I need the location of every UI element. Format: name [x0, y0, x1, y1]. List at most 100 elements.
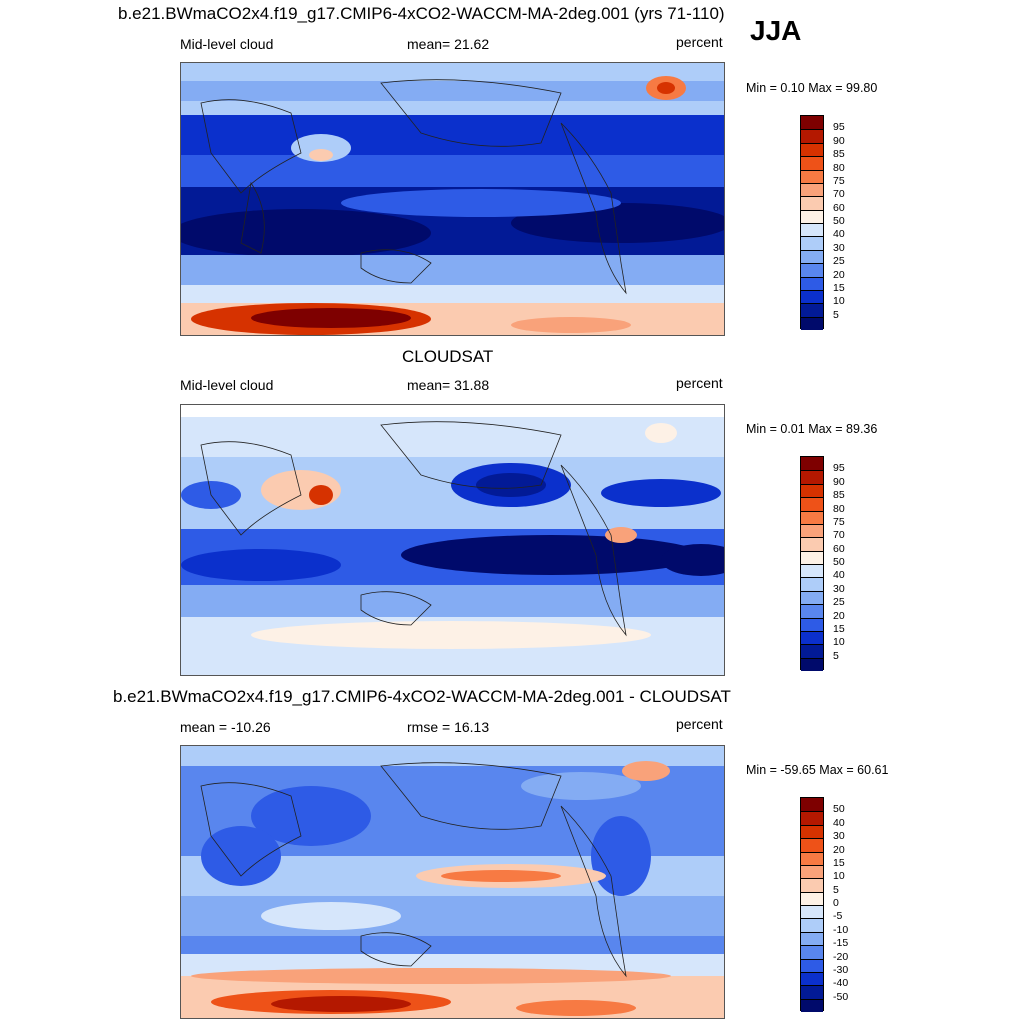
colorbar-swatch: [801, 249, 823, 264]
colorbar-tick-label: 70: [833, 529, 845, 542]
colorbar-swatch: [801, 263, 823, 277]
colorbar-swatch: [801, 798, 823, 812]
colorbar-tick-label: 40: [833, 816, 845, 829]
colorbar-swatch: [801, 657, 823, 671]
panel-obs-mean-label: mean= 31.88: [407, 377, 490, 393]
colorbar-tick-label: 20: [833, 843, 845, 856]
colorbar-swatch: [801, 564, 823, 578]
colorbar-tick-label: -30: [833, 963, 849, 976]
colorbar-swatch: [801, 129, 823, 143]
colorbar-tick-label: 5: [833, 649, 839, 662]
panel-obs-variable-label: Mid-level cloud: [180, 377, 274, 393]
colorbar-tick-label: 80: [833, 502, 845, 515]
colorbar-tick-label: 50: [833, 556, 845, 568]
panel-model-map: [180, 62, 725, 336]
colorbar-tick-label: 90: [833, 134, 845, 147]
colorbar-swatch: [801, 303, 823, 317]
colorbar-tick-label: 50: [833, 803, 845, 816]
colorbar-swatch: [801, 470, 823, 484]
colorbar-tick-label: -10: [833, 923, 849, 936]
colorbar-tick-label: 15: [833, 622, 845, 635]
colorbar-swatch: [801, 985, 823, 999]
colorbar-tick-label: 80: [833, 161, 845, 174]
colorbar-tick-label: -50: [833, 990, 849, 1003]
colorbar-tick-label: 5: [833, 308, 839, 321]
colorbar-swatch: [801, 223, 823, 237]
colorbar-swatch: [801, 998, 823, 1012]
colorbar-swatch: [801, 838, 823, 852]
colorbar-tick-label: 15: [833, 281, 845, 294]
panel-diff-colorbar: [800, 797, 824, 1012]
colorbar-swatch: [801, 864, 823, 879]
colorbar-tick-label: 40: [833, 569, 845, 582]
panel-obs-map: [180, 404, 725, 676]
panel-diff-mean-label: mean = -10.26: [180, 719, 271, 735]
colorbar-tick-label: 5: [833, 883, 839, 896]
colorbar-swatch: [801, 604, 823, 618]
panel-diff-minmax: Min = -59.65 Max = 60.61: [746, 763, 889, 777]
colorbar-swatch: [801, 523, 823, 538]
colorbar-swatch: [801, 851, 823, 865]
colorbar-tick-label: 85: [833, 489, 845, 502]
colorbar-swatch: [801, 289, 823, 304]
colorbar-swatch: [801, 878, 823, 892]
colorbar-tick-label: 20: [833, 609, 845, 622]
colorbar-tick-label: 25: [833, 255, 845, 268]
colorbar-swatch: [801, 590, 823, 605]
colorbar-tick-label: 30: [833, 582, 845, 595]
colorbar-swatch: [801, 931, 823, 946]
colorbar-tick-label: 75: [833, 174, 845, 187]
panel-diff-units-label: percent: [676, 716, 723, 732]
colorbar-swatch: [801, 945, 823, 959]
panel-diff-map: [180, 745, 725, 1019]
colorbar-swatch: [801, 958, 823, 972]
panel-obs-units-label: percent: [676, 375, 723, 391]
colorbar-tick-label: 10: [833, 295, 845, 308]
colorbar-swatch: [801, 316, 823, 330]
colorbar-tick-label: 90: [833, 475, 845, 488]
colorbar-swatch: [801, 156, 823, 170]
colorbar-swatch: [801, 891, 823, 905]
colorbar-tick-label: 75: [833, 515, 845, 528]
colorbar-tick-label: 95: [833, 462, 845, 475]
colorbar-swatch: [801, 510, 823, 524]
colorbar-tick-label: 60: [833, 201, 845, 214]
colorbar-tick-label: 15: [833, 856, 845, 869]
colorbar-swatch: [801, 142, 823, 157]
panel-model-mean-label: mean= 21.62: [407, 36, 490, 52]
colorbar-swatch: [801, 209, 823, 223]
panel-obs-title: CLOUDSAT: [402, 347, 494, 366]
colorbar-tick-label: 40: [833, 228, 845, 241]
colorbar-tick-label: 10: [833, 636, 845, 649]
colorbar-swatch: [801, 644, 823, 658]
colorbar-swatch: [801, 169, 823, 183]
panel-obs-minmax: Min = 0.01 Max = 89.36: [746, 422, 878, 436]
colorbar-tick-label: 30: [833, 241, 845, 254]
season-label: JJA: [750, 15, 802, 46]
colorbar-swatch: [801, 196, 823, 210]
colorbar-swatch: [801, 550, 823, 564]
colorbar-swatch: [801, 811, 823, 825]
colorbar-swatch: [801, 497, 823, 511]
panel-obs-colorbar: [800, 456, 824, 671]
colorbar-swatch: [801, 918, 823, 932]
colorbar-swatch: [801, 617, 823, 631]
colorbar-tick-label: 95: [833, 121, 845, 134]
colorbar-swatch: [801, 537, 823, 551]
colorbar-swatch: [801, 276, 823, 290]
colorbar-tick-label: 50: [833, 215, 845, 227]
colorbar-tick-label: 85: [833, 148, 845, 161]
figure-title: b.e21.BWmaCO2x4.f19_g17.CMIP6-4xCO2-WACC…: [118, 4, 725, 23]
colorbar-tick-label: 30: [833, 830, 845, 843]
diff-cloud-field: [181, 746, 724, 1018]
colorbar-tick-label: 25: [833, 596, 845, 609]
panel-model-colorbar: [800, 115, 824, 330]
colorbar-tick-label: 10: [833, 870, 845, 883]
colorbar-swatch: [801, 182, 823, 197]
colorbar-swatch: [801, 971, 823, 986]
panel-diff-title: b.e21.BWmaCO2x4.f19_g17.CMIP6-4xCO2-WACC…: [113, 687, 731, 706]
colorbar-swatch: [801, 116, 823, 130]
colorbar-tick-label: 0: [833, 897, 839, 909]
colorbar-tick-label: -40: [833, 977, 849, 990]
panel-model-variable-label: Mid-level cloud: [180, 36, 274, 52]
